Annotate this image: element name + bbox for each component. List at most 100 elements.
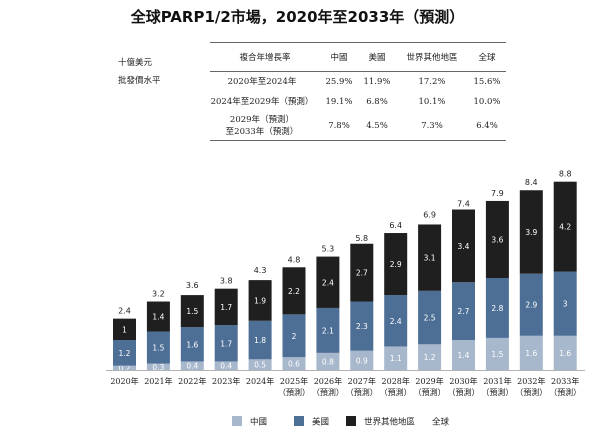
- bar-segment-rest-of-world: [485, 200, 509, 278]
- bar-total-label: 7.9: [491, 189, 504, 198]
- bar-segment-rest-of-world: [553, 181, 577, 272]
- cagr-period: 2029年（預測） 至2033年（預測）: [210, 112, 320, 141]
- bar-total-label: 5.3: [322, 245, 335, 254]
- bar-segment-china: [485, 337, 509, 370]
- bar-total-label: 2.4: [118, 307, 131, 316]
- x-tick-label: 2025年: [280, 376, 308, 386]
- bar-value-label: 4.2: [559, 223, 571, 232]
- bar-segment-rest-of-world: [248, 280, 272, 321]
- bar-segment-us: [214, 325, 238, 362]
- bar-value-label: 1.7: [220, 339, 232, 348]
- bar-value-label: 0.5: [254, 361, 266, 370]
- cagr-value: 19.1%: [325, 97, 353, 107]
- bar-segment-us: [248, 320, 272, 360]
- x-tick-label: 2024年: [246, 376, 274, 386]
- bar-value-label: 2.7: [458, 307, 470, 316]
- bar-total-label: 7.4: [457, 200, 470, 209]
- bar-value-label: 1.4: [152, 313, 164, 322]
- bar-value-label: 1.7: [220, 303, 232, 312]
- x-tick-label: 2032年: [517, 376, 545, 386]
- legend-swatch: [346, 416, 356, 426]
- x-tick-label: 2023年: [212, 376, 240, 386]
- x-tick-label: 2028年: [382, 376, 410, 386]
- bar-value-label: 1: [122, 325, 127, 334]
- bar-segment-us: [180, 327, 204, 362]
- bar-total-label: 8.4: [525, 178, 538, 187]
- bar-total-label: 5.8: [355, 234, 368, 243]
- bar-value-label: 2.3: [356, 322, 368, 331]
- x-tick-label: （預測）: [448, 387, 480, 397]
- cagr-value: 6.4%: [468, 112, 506, 141]
- bar-value-label: 1.6: [186, 340, 198, 349]
- bar-segment-china: [316, 352, 340, 370]
- bar-value-label: 2.2: [288, 287, 300, 296]
- unit-label-line-1: 十億美元: [118, 58, 153, 68]
- bar-value-label: 3: [563, 300, 568, 309]
- bar-segment-rest-of-world: [180, 295, 204, 328]
- bar-total-label: 3.6: [186, 281, 199, 290]
- cagr-table: 複合年增長率 中國 美國 世界其他地區 全球 2020年至2024年 25.9%…: [210, 42, 506, 141]
- bar-value-label: 1.8: [254, 336, 266, 345]
- bar-value-label: 0.9: [356, 356, 368, 365]
- x-tick-label: 2030年: [449, 376, 477, 386]
- cagr-header-period: 複合年增長率: [210, 42, 320, 72]
- bar-value-label: 3.1: [424, 254, 436, 263]
- cagr-header-china: 中國: [320, 42, 358, 72]
- bar-value-label: 0.6: [288, 360, 300, 369]
- legend-label: 美國: [312, 417, 329, 428]
- x-tick-label: （預測）: [549, 387, 581, 397]
- bar-segment-us: [452, 282, 475, 341]
- bar-segment-us: [282, 314, 306, 358]
- bar-value-label: 2.4: [390, 317, 402, 326]
- cagr-value: 10.0%: [473, 97, 501, 107]
- x-tick-label: （預測）: [481, 387, 513, 397]
- bar-segment-china: [113, 365, 136, 370]
- bar-value-label: 2.1: [322, 326, 334, 335]
- unit-label-line-2: 批發價水平: [118, 76, 161, 86]
- bar-value-label: 2.9: [390, 260, 402, 269]
- bar-total-label: 6.4: [389, 221, 402, 230]
- cagr-value: 25.9%: [325, 77, 353, 87]
- bar-value-label: 1.6: [525, 349, 537, 358]
- bar-segment-china: [384, 346, 408, 370]
- bar-segment-rest-of-world: [316, 256, 340, 308]
- x-tick-label: （預測）: [380, 387, 412, 397]
- x-tick-label: （預測）: [515, 387, 547, 397]
- bar-value-label: 1.5: [152, 344, 164, 353]
- bar-value-label: 0.3: [152, 363, 164, 372]
- bar-segment-china: [248, 359, 272, 370]
- legend-swatch: [232, 416, 242, 426]
- cagr-header-rest-of-world: 世界其他地區: [396, 42, 468, 72]
- bar-value-label: 1.9: [254, 296, 266, 305]
- bar-total-label: 8.8: [559, 170, 572, 179]
- bar-value-label: 1.6: [559, 349, 571, 358]
- bar-value-label: 1.1: [390, 354, 402, 363]
- cagr-row: 2020年至2024年 25.9% 11.9% 17.2% 15.6%: [210, 72, 506, 93]
- bar-segment-us: [350, 301, 374, 351]
- legend-label: 世界其他地區: [364, 417, 415, 428]
- bar-value-label: 1.5: [186, 307, 198, 316]
- bar-total-label: 4.3: [254, 266, 267, 275]
- cagr-period: 2024年至2029年（預測）: [210, 97, 314, 107]
- bar-value-label: 3.6: [491, 235, 503, 244]
- bar-total-label: 4.8: [288, 255, 301, 264]
- bar-segment-rest-of-world: [113, 318, 136, 341]
- bar-segment-us: [485, 277, 509, 338]
- bar-value-label: 3.4: [458, 242, 470, 251]
- bar-value-label: 0.2: [119, 364, 131, 373]
- bar-segment-rest-of-world: [418, 224, 442, 291]
- cagr-header-us: 美國: [358, 42, 396, 72]
- cagr-header-global: 全球: [468, 42, 506, 72]
- cagr-value: 7.8%: [320, 112, 358, 141]
- x-tick-label: 2021年: [144, 376, 172, 386]
- bar-segment-us: [519, 273, 543, 336]
- bar-value-label: 0.4: [186, 362, 198, 371]
- bar-total-label: 6.9: [423, 210, 436, 219]
- cagr-value: 17.2%: [418, 77, 446, 87]
- bar-value-label: 3.9: [525, 228, 537, 237]
- cagr-row: 2024年至2029年（預測） 19.1% 6.8% 10.1% 10.0%: [210, 92, 506, 112]
- bar-segment-us: [553, 271, 577, 336]
- bar-segment-china: [214, 361, 238, 370]
- bar-total-label: 3.2: [152, 290, 165, 299]
